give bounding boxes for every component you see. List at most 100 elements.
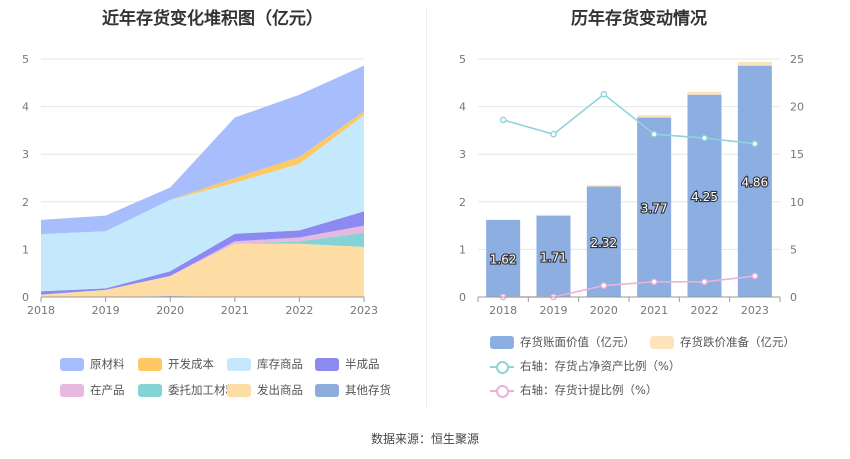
bar-value-label: 4.86 [741, 175, 768, 189]
x-tick-label: 2020 [590, 304, 618, 317]
x-tick-label: 2023 [350, 304, 378, 317]
legend-item[interactable]: 右轴：存货计提比例（%） [490, 382, 657, 398]
legend-item[interactable]: 其他存货 [315, 382, 391, 398]
y-tick-label: 3 [22, 148, 29, 161]
bar-value-label: 4.25 [691, 190, 718, 204]
legend-swatch [138, 357, 162, 371]
legend-item[interactable]: 开发成本 [138, 356, 214, 372]
legend-label: 在产品 [90, 383, 125, 397]
bar-chart-legend: 存货账面价值（亿元） 存货跌价准备（亿元） 右轴：存货占净资产比例（%） 右轴：存货计… [428, 334, 850, 404]
legend-swatch [138, 383, 162, 397]
legend-line-icon [490, 384, 514, 398]
legend-label: 存货账面价值（亿元） [520, 335, 635, 349]
legend-label: 半成品 [345, 357, 380, 371]
legend-swatch [60, 383, 84, 397]
y-tick-label: 3 [459, 148, 466, 161]
panel-divider [426, 8, 427, 408]
bar-book-value [536, 215, 571, 297]
y2-tick-label: 10 [790, 196, 804, 209]
area-半成品 [41, 211, 364, 295]
y-tick-label: 5 [22, 53, 29, 66]
y-tick-label: 0 [459, 291, 466, 304]
legend-item[interactable]: 右轴：存货占净资产比例（%） [490, 358, 680, 374]
legend-item[interactable]: 存货账面价值（亿元） [490, 334, 635, 350]
legend-swatch [315, 383, 339, 397]
y-tick-label: 4 [22, 101, 29, 114]
bar-line-chart: 0 1 2 3 4 5 0 5 10 15 20 25 1.62 1.71 2.32 3.77 4.25 4.86… [459, 53, 804, 317]
left-chart-title: 近年存货变化堆积图（亿元） [102, 9, 323, 29]
x-tick-label: 2021 [221, 304, 249, 317]
legend-label: 开发成本 [168, 357, 214, 371]
x-tick-label: 2022 [691, 304, 719, 317]
bar-value-label: 2.32 [590, 236, 617, 250]
line-point [550, 130, 557, 138]
bar-value-label: 1.71 [540, 250, 567, 264]
bar-value-label: 1.62 [490, 252, 517, 266]
x-tick-label: 2020 [156, 304, 184, 317]
bar-impairment [637, 115, 672, 118]
bar-book-value [637, 117, 672, 297]
legend-swatch [650, 335, 674, 349]
legend-label: 右轴：存货占净资产比例（%） [520, 359, 681, 373]
stacked-area-chart-panel: 近年存货变化堆积图（亿元） 0 1 2 3 4 5 2018 2019 2020 2021 2022… [0, 0, 425, 410]
bar-book-value [586, 186, 621, 297]
legend-swatch [227, 383, 251, 397]
legend-line-icon [490, 360, 514, 374]
y-tick-label: 4 [459, 101, 466, 114]
legend-item[interactable]: 存货跌价准备（亿元） [650, 334, 795, 350]
legend-swatch [315, 357, 339, 371]
x-tick-label: 2018 [27, 304, 55, 317]
bar-impairment [737, 61, 772, 66]
x-tick-label: 2023 [741, 304, 769, 317]
legend-swatch [227, 357, 251, 371]
legend-label: 其他存货 [345, 383, 391, 397]
x-tick-label: 2022 [285, 304, 313, 317]
stacked-area-chart: 0 1 2 3 4 5 2018 2019 2020 2021 2022 2023 [22, 53, 378, 317]
legend-item[interactable]: 委托加工材料 [138, 382, 237, 398]
legend-label: 委托加工材料 [168, 383, 237, 397]
y2-tick-label: 15 [790, 148, 804, 161]
legend-item[interactable]: 半成品 [315, 356, 380, 372]
legend-item[interactable]: 发出商品 [227, 382, 303, 398]
y-tick-label: 1 [459, 243, 466, 256]
legend-label: 发出商品 [257, 383, 303, 397]
y-tick-label: 2 [459, 196, 466, 209]
right-chart-title: 历年存货变动情况 [571, 9, 707, 29]
y-tick-label: 0 [22, 291, 29, 304]
legend-label: 库存商品 [257, 357, 303, 371]
bar-book-value [687, 94, 722, 297]
legend-label: 右轴：存货计提比例（%） [520, 383, 658, 397]
bar-book-value [486, 219, 521, 297]
y2-tick-label: 25 [790, 53, 804, 66]
x-tick-label: 2019 [92, 304, 120, 317]
area-库存商品 [41, 115, 364, 292]
area-原材料 [41, 65, 364, 235]
y2-tick-label: 20 [790, 101, 804, 114]
area-委托加工材料 [41, 232, 364, 295]
line-point [701, 134, 708, 142]
line-point [701, 278, 708, 286]
area-chart-legend: 原材料 开发成本 库存商品 半成品在产品 委托加工材料 发出商品 其他存货 [0, 356, 425, 406]
data-source-note: 数据来源：恒生聚源 [370, 432, 479, 446]
legend-item[interactable]: 库存商品 [227, 356, 303, 372]
line-point [751, 140, 759, 148]
bar-line-chart-panel: 历年存货变动情况 0 1 2 3 4 5 0 5 10 15 20 25 1.62 1.71 2.32 3.7… [428, 0, 850, 410]
bar-impairment [687, 91, 722, 95]
bar-value-label: 3.77 [641, 201, 668, 215]
y2-tick-label: 0 [790, 291, 797, 304]
y-tick-label: 2 [22, 196, 29, 209]
legend-label: 原材料 [90, 357, 125, 371]
legend-item[interactable]: 原材料 [60, 356, 125, 372]
line-point [499, 116, 507, 124]
bar-impairment [586, 185, 621, 187]
y-tick-label: 5 [459, 53, 466, 66]
line-point [600, 282, 608, 289]
x-tick-label: 2019 [540, 304, 568, 317]
y2-tick-label: 5 [790, 243, 797, 256]
line-point [751, 272, 759, 280]
x-tick-label: 2018 [489, 304, 517, 317]
legend-item[interactable]: 在产品 [60, 382, 125, 398]
bar-book-value [737, 65, 772, 297]
legend-label: 存货跌价准备（亿元） [680, 335, 795, 349]
line-point [650, 278, 658, 286]
